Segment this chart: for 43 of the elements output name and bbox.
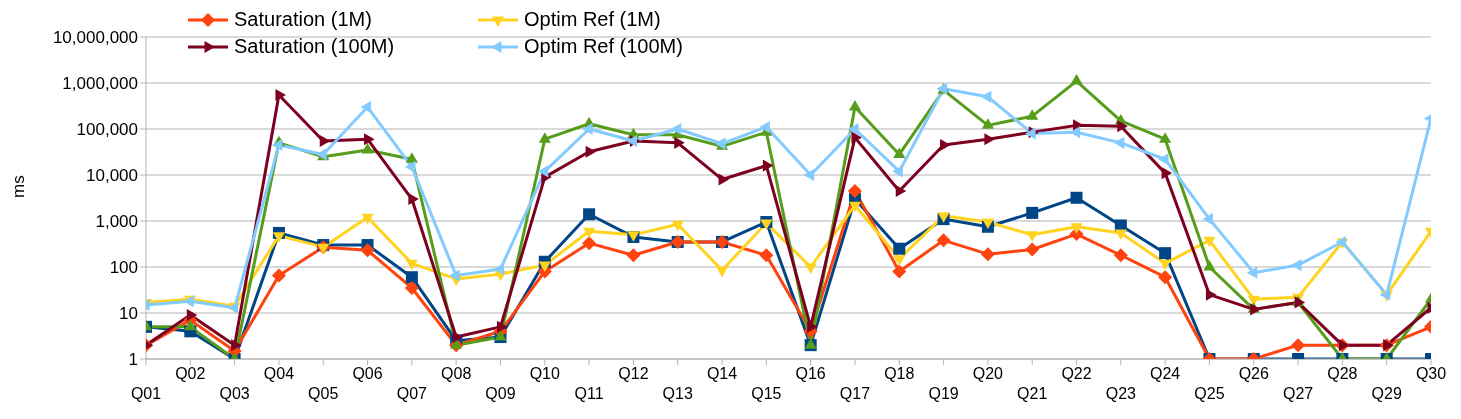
x-tick-label: Q19 [928,385,959,402]
x-tick-label: Q12 [618,365,649,382]
x-tick-label: Q11 [574,385,604,402]
x-tick-label: Q24 [1150,365,1181,382]
x-tick-label: Q29 [1371,385,1402,402]
legend-label: Saturation (1M) [234,8,372,31]
y-tick-label: 10 [119,304,138,324]
legend-label: Saturation (100M) [234,35,395,58]
x-tick-label: Q02 [175,365,206,382]
y-tick-label: 10,000 [86,166,138,186]
x-tick-label: Q20 [972,365,1004,382]
x-tick-label: Q13 [662,385,693,402]
x-tick-label: Q28 [1327,365,1358,382]
x-tick-label: Q10 [529,365,561,382]
x-tick-label: Q08 [441,365,472,382]
y-tick-label: 1,000,000 [62,74,138,94]
x-tick-label: Q05 [308,385,339,402]
x-tick-label: Q01 [130,385,162,402]
x-tick-label: Q25 [1194,385,1225,402]
x-tick-label: Q14 [706,365,738,382]
x-tick-label: Q21 [1017,385,1048,402]
x-tick-label: Q15 [751,385,782,402]
x-tick-label: Q06 [352,365,383,382]
y-tick-label: 100,000 [76,120,138,140]
y-axis-title: ms [9,175,29,198]
legend-label: Optim Ref (100M) [524,35,683,58]
x-tick-label: Q23 [1105,385,1137,402]
x-tick-label: Q16 [795,365,826,382]
y-tick-label: 100 [109,258,138,278]
x-tick-label: Q17 [839,385,871,402]
y-tick-label: 1,000 [95,212,138,232]
x-tick-label: Q27 [1282,385,1314,402]
legend-label: Optim Ref (1M) [524,8,661,31]
x-tick-label: Q30 [1415,365,1447,382]
x-tick-label: Q18 [884,365,915,382]
x-tick-label: Q04 [263,365,295,382]
x-tick-label: Q09 [485,385,516,402]
y-tick-label: 10,000,000 [52,28,138,48]
x-tick-label: Q22 [1061,365,1092,382]
x-tick-label: Q26 [1238,365,1269,382]
x-tick-label: Q03 [219,385,250,402]
y-tick-label: 1 [128,350,138,370]
x-tick-label: Q07 [396,385,428,402]
